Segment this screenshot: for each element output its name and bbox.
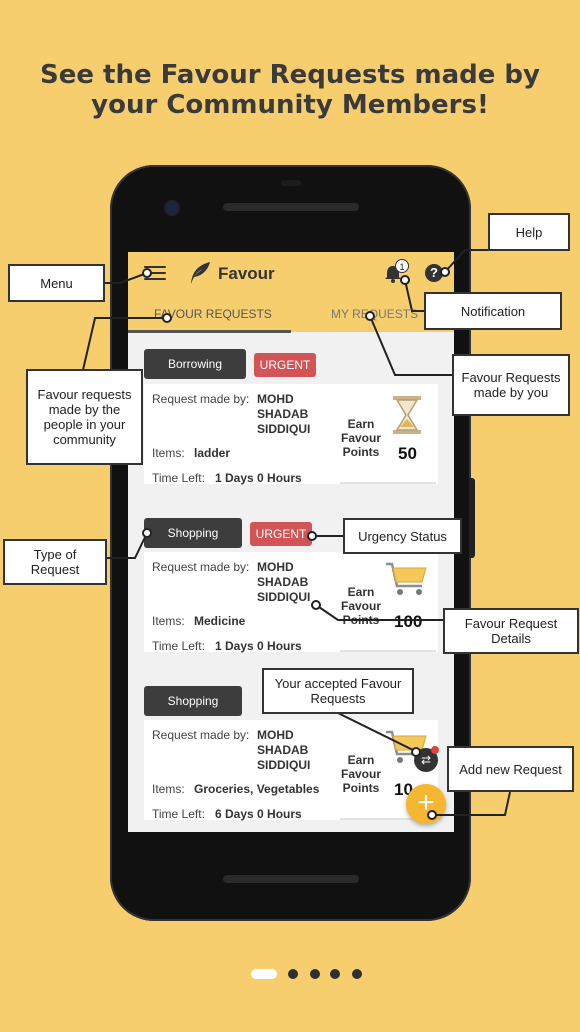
- items-value: ladder: [194, 446, 231, 460]
- earn-favour-points-label: Earn Favour Points: [340, 417, 381, 459]
- pager-dot[interactable]: [352, 969, 362, 979]
- request-type-chip: Shopping: [144, 518, 242, 548]
- tab-favour-requests[interactable]: FAVOUR REQUESTS: [154, 307, 272, 321]
- callout-menu: Menu: [8, 264, 105, 302]
- callout-help: Help: [488, 213, 570, 251]
- add-new-callout-dot: [427, 810, 437, 820]
- urgent-badge: URGENT: [250, 522, 312, 546]
- callout-accepted: Your accepted Favour Requests: [262, 668, 414, 714]
- time-left-value: 1 Days 0 Hours: [215, 639, 302, 653]
- notification-callout-dot: [400, 275, 410, 285]
- time-left-label: Time Left:: [152, 807, 205, 821]
- phone-camera: [166, 202, 178, 214]
- add-request-fab[interactable]: +: [406, 784, 446, 824]
- callout-add-new: Add new Request: [447, 746, 574, 792]
- accepted-requests-dot: [431, 746, 439, 754]
- points-value: 100: [394, 612, 423, 631]
- help-icon[interactable]: ?: [425, 264, 443, 282]
- time-left-label: Time Left:: [152, 471, 205, 485]
- request-made-by-label: Request made by:: [152, 560, 250, 574]
- items-label: Items:: [152, 446, 185, 460]
- callout-notification: Notification: [424, 292, 562, 330]
- items-value: Medicine: [194, 614, 246, 628]
- request-card[interactable]: Request made by: MOHD SHADAB SIDDIQUI Item…: [144, 552, 438, 653]
- headline: See the Favour Requests made by your Com…: [0, 60, 580, 120]
- items-label: Items:: [152, 614, 185, 628]
- menu-icon[interactable]: [144, 266, 166, 280]
- phone-side-button: [469, 478, 475, 558]
- requester-name: MOHD SHADAB SIDDIQUI: [257, 560, 311, 604]
- earn-favour-points-label: Earn Favour Points: [340, 753, 381, 795]
- favour-requests-tab-callout-dot: [162, 313, 172, 323]
- callout-favour-requests-people: Favour requests made by the people in yo…: [26, 369, 143, 465]
- callout-urgency: Urgency Status: [343, 518, 462, 554]
- pager-dot[interactable]: [288, 969, 298, 979]
- callout-type: Type of Request: [3, 539, 107, 585]
- requester-name: MOHD SHADAB SIDDIQUI: [257, 392, 311, 436]
- phone-sensor: [281, 180, 301, 186]
- headline-line-1: See the Favour Requests made by: [40, 60, 540, 90]
- details-callout-dot: [311, 600, 321, 610]
- menu-callout-dot: [142, 268, 152, 278]
- time-left-value: 6 Days 0 Hours: [215, 807, 302, 821]
- hourglass-icon: [393, 396, 421, 434]
- request-card[interactable]: Request made by: MOHD SHADAB SIDDIQUI Item…: [144, 720, 438, 821]
- notification-count-badge: 1: [395, 259, 409, 273]
- pager-dot[interactable]: [330, 969, 340, 979]
- items-label: Items:: [152, 782, 185, 796]
- callout-favour-requests-you: Favour Requests made by you: [452, 354, 570, 416]
- earn-favour-points-label: Earn Favour Points: [340, 585, 381, 627]
- app-screen: Favour 1 ? FAVOUR REQUESTS MY REQUESTS B…: [128, 252, 454, 832]
- callout-details: Favour Request Details: [443, 608, 579, 654]
- pager-dot[interactable]: [310, 969, 320, 979]
- urgent-badge: URGENT: [254, 353, 316, 377]
- request-made-by-label: Request made by:: [152, 392, 250, 406]
- shopping-cart-icon: [386, 562, 427, 595]
- accepted-callout-dot: [411, 747, 421, 757]
- help-callout-dot: [440, 267, 450, 277]
- app-bar: Favour 1 ? FAVOUR REQUESTS MY REQUESTS: [128, 252, 454, 333]
- time-left-value: 1 Days 0 Hours: [215, 471, 302, 485]
- my-requests-tab-callout-dot: [365, 311, 375, 321]
- pager-dot-active[interactable]: [251, 969, 277, 979]
- request-card[interactable]: Request made by: MOHD SHADAB SIDDIQUI Item…: [144, 384, 438, 485]
- items-value: Groceries, Vegetables: [194, 782, 320, 796]
- phone-speaker-top: [223, 203, 359, 211]
- request-type-chip: Borrowing: [144, 349, 246, 379]
- urgency-callout-dot: [307, 531, 317, 541]
- points-value: 50: [398, 444, 417, 463]
- request-type-chip: Shopping: [144, 686, 242, 716]
- app-title: Favour: [218, 264, 275, 283]
- type-callout-dot: [142, 528, 152, 538]
- requester-name: MOHD SHADAB SIDDIQUI: [257, 728, 311, 772]
- active-tab-indicator: [128, 330, 291, 333]
- headline-line-2: your Community Members!: [91, 90, 489, 120]
- time-left-label: Time Left:: [152, 639, 205, 653]
- phone-speaker-bottom: [223, 875, 359, 883]
- favour-leaf-logo-icon: [191, 262, 210, 284]
- request-made-by-label: Request made by:: [152, 728, 250, 742]
